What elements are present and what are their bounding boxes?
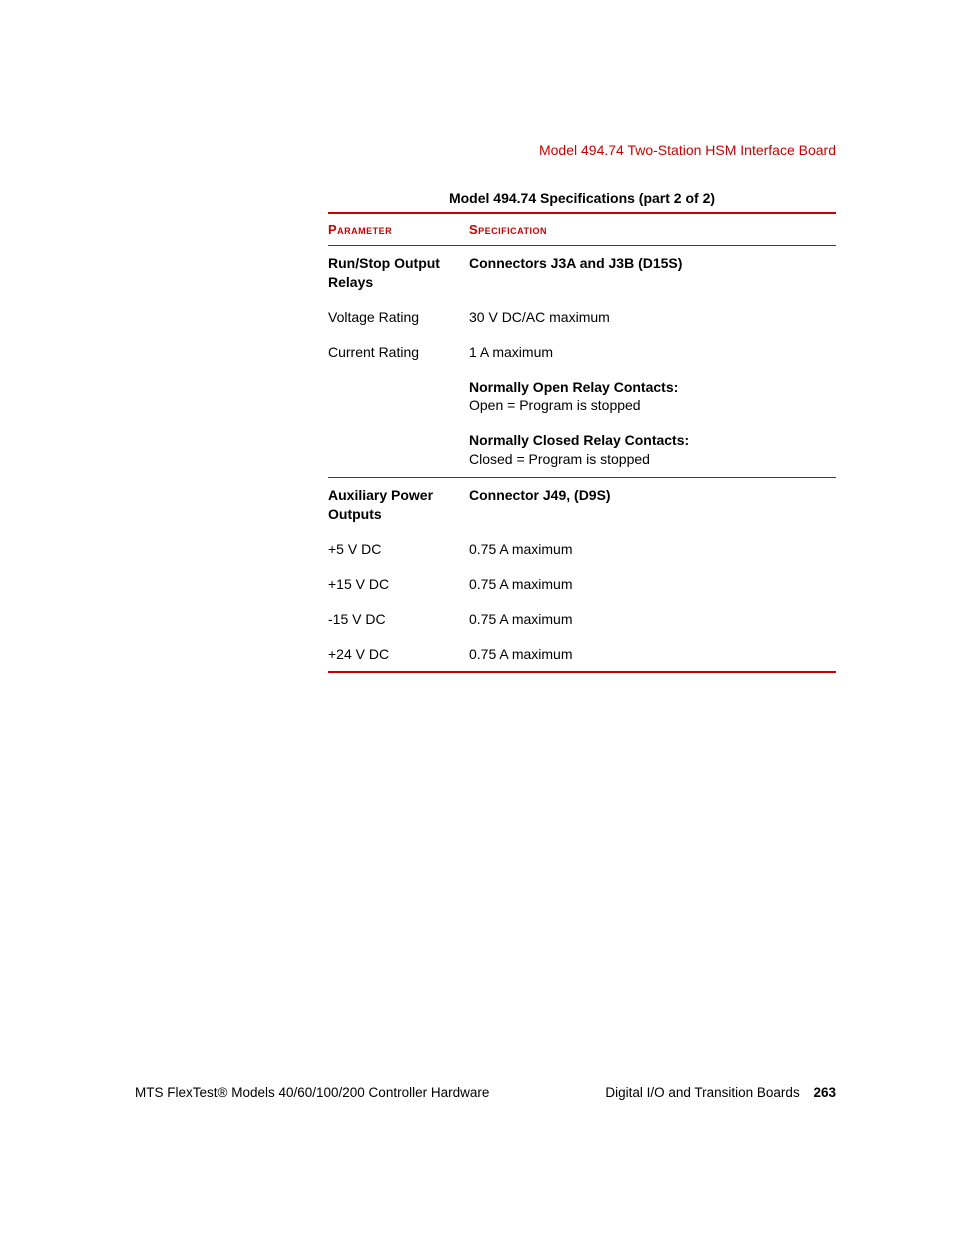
section1-spec-header: Connectors J3A and J3B (D15S) <box>469 246 836 300</box>
param-cell: +5 V DC <box>328 532 469 567</box>
footer-section-text: Digital I/O and Transition Boards <box>605 1085 799 1100</box>
table-row: Current Rating 1 A maximum <box>328 335 836 370</box>
table-row: Voltage Rating 30 V DC/AC maximum <box>328 300 836 335</box>
note-text: Open = Program is stopped <box>469 397 641 413</box>
section2-header-row: Auxiliary Power Outputs Connector J49, (… <box>328 478 836 532</box>
spec-table-container: Model 494.74 Specifications (part 2 of 2… <box>328 190 836 673</box>
note-bold: Normally Open Relay Contacts: <box>469 379 678 395</box>
spec-cell: Normally Closed Relay Contacts: Closed =… <box>469 423 836 477</box>
col-header-specification: Specification <box>469 213 836 246</box>
section2-param-header: Auxiliary Power Outputs <box>328 478 469 532</box>
section2-spec-header: Connector J49, (D9S) <box>469 478 836 532</box>
param-cell: -15 V DC <box>328 602 469 637</box>
footer-right: Digital I/O and Transition Boards 263 <box>605 1085 836 1100</box>
spec-cell: 30 V DC/AC maximum <box>469 300 836 335</box>
spec-cell: 0.75 A maximum <box>469 532 836 567</box>
spec-cell: Normally Open Relay Contacts: Open = Pro… <box>469 370 836 424</box>
param-cell: Voltage Rating <box>328 300 469 335</box>
table-row: Normally Closed Relay Contacts: Closed =… <box>328 423 836 477</box>
table-row: -15 V DC 0.75 A maximum <box>328 602 836 637</box>
table-header-row: Parameter Specification <box>328 213 836 246</box>
table-row: +5 V DC 0.75 A maximum <box>328 532 836 567</box>
param-cell <box>328 423 469 477</box>
document-page: Model 494.74 Two-Station HSM Interface B… <box>0 0 954 1235</box>
section1-param-header: Run/Stop Output Relays <box>328 246 469 300</box>
param-cell: +15 V DC <box>328 567 469 602</box>
table-row: +15 V DC 0.75 A maximum <box>328 567 836 602</box>
spec-cell: 0.75 A maximum <box>469 602 836 637</box>
spec-table: Parameter Specification Run/Stop Output … <box>328 212 836 673</box>
spec-cell: 1 A maximum <box>469 335 836 370</box>
note-text: Closed = Program is stopped <box>469 451 650 467</box>
footer-left-text: MTS FlexTest® Models 40/60/100/200 Contr… <box>135 1085 489 1100</box>
table-row: +24 V DC 0.75 A maximum <box>328 637 836 673</box>
param-cell <box>328 370 469 424</box>
table-row: Normally Open Relay Contacts: Open = Pro… <box>328 370 836 424</box>
spec-cell: 0.75 A maximum <box>469 567 836 602</box>
param-cell: Current Rating <box>328 335 469 370</box>
table-caption: Model 494.74 Specifications (part 2 of 2… <box>328 190 836 206</box>
section1-header-row: Run/Stop Output Relays Connectors J3A an… <box>328 246 836 300</box>
spec-cell: 0.75 A maximum <box>469 637 836 673</box>
footer-page-number: 263 <box>813 1085 836 1100</box>
note-bold: Normally Closed Relay Contacts: <box>469 432 689 448</box>
param-cell: +24 V DC <box>328 637 469 673</box>
page-header-title: Model 494.74 Two-Station HSM Interface B… <box>539 142 836 158</box>
col-header-parameter: Parameter <box>328 213 469 246</box>
